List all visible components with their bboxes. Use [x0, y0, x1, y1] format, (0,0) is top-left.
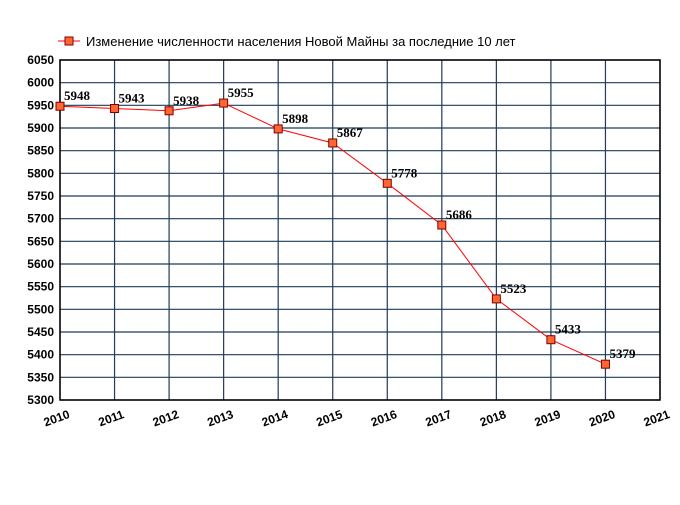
y-tick-label: 5950	[27, 98, 54, 112]
data-point-marker	[219, 98, 229, 108]
x-tick-label: 2019	[533, 407, 563, 429]
data-point-marker	[273, 124, 283, 134]
legend-label: Изменение численности населения Новой Ма…	[86, 34, 516, 49]
data-value-label: 5898	[282, 111, 309, 126]
x-tick-label: 2010	[42, 407, 72, 429]
data-value-label: 5433	[555, 322, 582, 337]
x-tick-label: 2018	[478, 407, 508, 429]
y-tick-label: 5300	[27, 393, 54, 407]
data-value-label: 5938	[173, 93, 200, 108]
axes: 5300 5350 5400 5450 5500 5550 5600 5650 5700 5750…	[27, 53, 672, 429]
x-tick-label: 2020	[587, 407, 617, 429]
data-point-marker	[382, 178, 392, 188]
data-value-label: 5943	[119, 91, 146, 106]
data-point-marker	[546, 335, 556, 345]
y-tick-label: 5850	[27, 144, 54, 158]
x-tick-label: 2011	[97, 407, 127, 429]
data-value-label: 5948	[64, 88, 91, 103]
data-point-marker	[328, 138, 338, 148]
data-point-marker	[110, 104, 120, 114]
y-tick-label: 5600	[27, 257, 54, 271]
data-value-label: 5379	[609, 346, 636, 361]
grid	[59, 59, 661, 401]
y-tick-label: 5450	[27, 325, 54, 339]
x-tick-label: 2013	[205, 407, 235, 429]
y-tick-label: 5900	[27, 121, 54, 135]
y-tick-label: 5700	[27, 212, 54, 226]
data-point-marker	[437, 220, 447, 230]
y-tick-label: 5400	[27, 348, 54, 362]
legend-marker-swatch	[64, 36, 74, 46]
y-tick-label: 6050	[27, 53, 54, 67]
plot-border	[59, 59, 661, 401]
data-point-marker	[491, 294, 501, 304]
data-value-label: 5686	[446, 207, 473, 222]
x-tick-label: 2012	[151, 407, 181, 429]
data-value-label: 5778	[391, 165, 418, 180]
y-tick-label: 5550	[27, 280, 54, 294]
data-point-marker	[55, 101, 65, 111]
x-tick-label: 2017	[424, 407, 454, 429]
y-tick-label: 5500	[27, 302, 54, 316]
data-value-label: 5867	[337, 125, 364, 140]
y-tick-label: 5350	[27, 370, 54, 384]
y-tick-label: 5800	[27, 166, 54, 180]
data-value-label: 5523	[500, 281, 527, 296]
x-tick-label: 2021	[642, 407, 672, 429]
legend: Изменение численности населения Новой Ма…	[58, 34, 516, 49]
y-tick-label: 6000	[27, 76, 54, 90]
data-value-label: 5955	[228, 85, 255, 100]
x-tick-label: 2016	[369, 407, 399, 429]
data-point-marker	[164, 106, 174, 116]
y-tick-label: 5750	[27, 189, 54, 203]
series	[55, 98, 610, 369]
x-tick-label: 2015	[314, 407, 344, 429]
x-tick-label: 2014	[260, 407, 290, 429]
y-tick-label: 5650	[27, 234, 54, 248]
data-labels: 5948 5943 5938 5955 5898 5867 5778 5686 5523 5433…	[64, 85, 636, 361]
data-point-marker	[600, 359, 610, 369]
